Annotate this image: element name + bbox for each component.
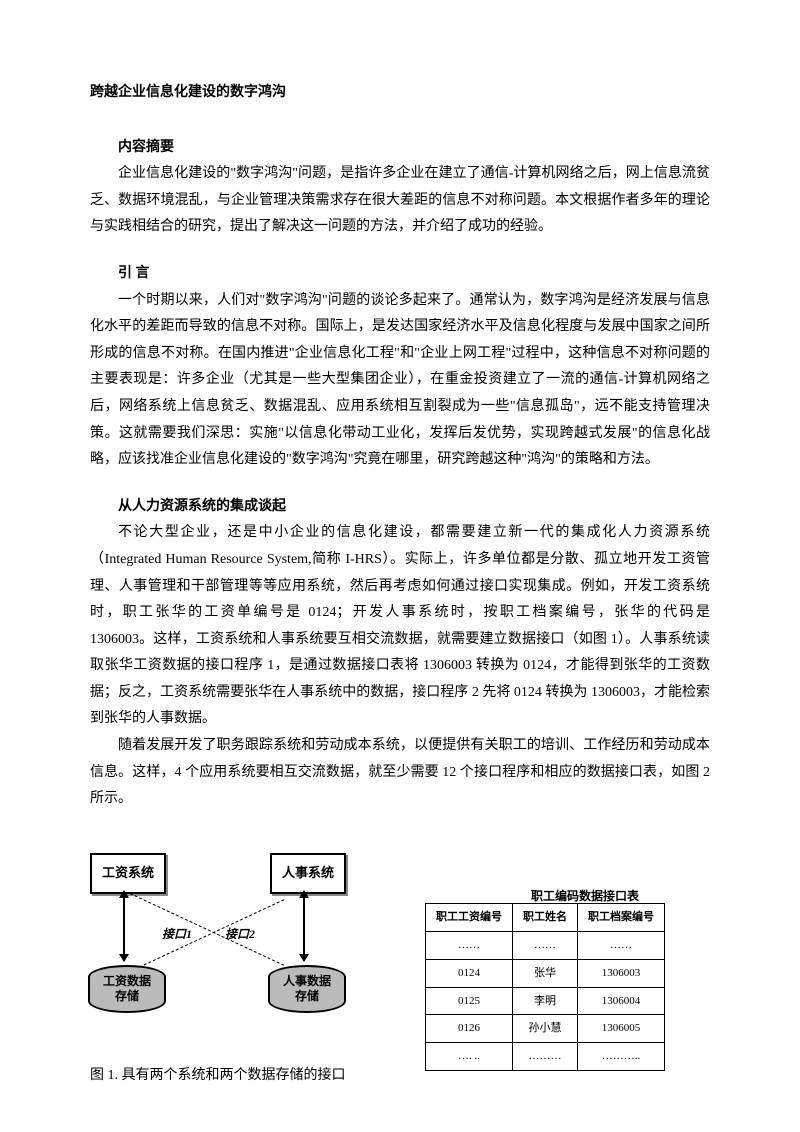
table-row: 0124张华1306003 bbox=[426, 959, 665, 987]
dash-2 bbox=[130, 899, 284, 972]
box-hr-sys: 人事系统 bbox=[270, 853, 346, 894]
para-intro: 一个时期以来，人们对"数字鸿沟"问题的谈论多起来了。通常认为，数字鸿沟是经济发展… bbox=[90, 288, 710, 474]
table-row: ……………… bbox=[426, 931, 665, 959]
para-hr-2: 随着发展开发了职务跟踪系统和劳动成本系统，以便提供有关职工的培训、工作经历和劳动… bbox=[90, 733, 710, 813]
table-row: 0125李明1306004 bbox=[426, 987, 665, 1015]
heading-abstract: 内容摘要 bbox=[90, 135, 710, 162]
th-2: 职工姓名 bbox=[513, 903, 578, 931]
heading-intro: 引 言 bbox=[90, 261, 710, 288]
section-hr: 从人力资源系统的集成谈起 不论大型企业，还是中小企业的信息化建设，都需要建立新一… bbox=[90, 494, 710, 813]
figure-1: 工资系统 人事系统 接口1 接口2 工资数据 存储 人事数据 存储 职工编码数据… bbox=[90, 843, 710, 1043]
db-hr: 人事数据 存储 bbox=[268, 965, 346, 1013]
section-intro: 引 言 一个时期以来，人们对"数字鸿沟"问题的谈论多起来了。通常认为，数字鸿沟是… bbox=[90, 261, 710, 474]
interface-table: 职工工资编号 职工姓名 职工档案编号 ……………… 0124张华1306003 … bbox=[425, 903, 665, 1071]
table-row: 0126孙小慧1306005 bbox=[426, 1015, 665, 1043]
label-intf2: 接口2 bbox=[225, 923, 255, 946]
db-salary: 工资数据 存储 bbox=[88, 965, 166, 1013]
table-row: …. ..……………….. bbox=[426, 1043, 665, 1071]
th-3: 职工档案编号 bbox=[578, 903, 665, 931]
para-abstract: 企业信息化建设的"数字鸿沟"问题，是指许多企业在建立了通信-计算机网络之后，网上… bbox=[90, 161, 710, 241]
arrow-right bbox=[303, 891, 305, 961]
th-1: 职工工资编号 bbox=[426, 903, 513, 931]
para-hr-1: 不论大型企业，还是中小企业的信息化建设，都需要建立新一代的集成化人力资源系统（I… bbox=[90, 520, 710, 733]
dash-1 bbox=[130, 893, 284, 966]
section-abstract: 内容摘要 企业信息化建设的"数字鸿沟"问题，是指许多企业在建立了通信-计算机网络… bbox=[90, 135, 710, 241]
table-header-row: 职工工资编号 职工姓名 职工档案编号 bbox=[426, 903, 665, 931]
box-salary-sys: 工资系统 bbox=[90, 853, 166, 894]
heading-hr: 从人力资源系统的集成谈起 bbox=[90, 494, 710, 521]
arrow-left bbox=[123, 891, 125, 961]
label-intf1: 接口1 bbox=[162, 923, 192, 946]
doc-title: 跨越企业信息化建设的数字鸿沟 bbox=[90, 80, 710, 107]
